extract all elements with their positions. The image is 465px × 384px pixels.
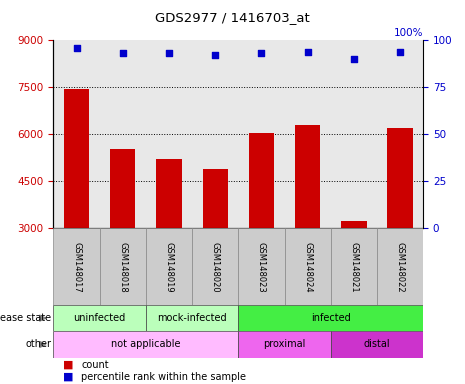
Text: other: other bbox=[25, 339, 51, 349]
Point bbox=[73, 45, 80, 51]
Bar bbox=[285, 228, 331, 305]
Point bbox=[350, 56, 358, 62]
Text: GDS2977 / 1416703_at: GDS2977 / 1416703_at bbox=[155, 11, 310, 24]
Bar bbox=[239, 331, 331, 358]
Text: count: count bbox=[81, 360, 109, 370]
Point bbox=[165, 50, 173, 56]
Bar bbox=[156, 159, 182, 228]
Text: mock-infected: mock-infected bbox=[157, 313, 227, 323]
Text: distal: distal bbox=[364, 339, 390, 349]
Point bbox=[212, 52, 219, 58]
Point bbox=[258, 50, 265, 56]
Text: infected: infected bbox=[311, 313, 351, 323]
Text: GSM148018: GSM148018 bbox=[118, 242, 127, 292]
Bar bbox=[146, 228, 192, 305]
Point bbox=[304, 48, 312, 55]
Bar bbox=[239, 305, 423, 331]
Bar bbox=[64, 89, 89, 228]
Text: 100%: 100% bbox=[394, 28, 423, 38]
Text: percentile rank within the sample: percentile rank within the sample bbox=[81, 372, 246, 382]
Text: uninfected: uninfected bbox=[73, 313, 126, 323]
Text: ■: ■ bbox=[63, 372, 73, 382]
Point bbox=[396, 48, 404, 55]
Text: disease state: disease state bbox=[0, 313, 51, 323]
Bar bbox=[341, 221, 366, 228]
Bar bbox=[202, 169, 228, 228]
Bar bbox=[387, 128, 413, 228]
Bar bbox=[239, 228, 285, 305]
Bar bbox=[377, 228, 423, 305]
Bar bbox=[146, 305, 238, 331]
Point bbox=[119, 50, 126, 56]
Text: GSM148020: GSM148020 bbox=[211, 242, 219, 292]
Bar bbox=[331, 331, 423, 358]
Text: ■: ■ bbox=[63, 360, 73, 370]
Bar bbox=[295, 125, 320, 228]
Bar bbox=[249, 133, 274, 228]
Text: GSM148023: GSM148023 bbox=[257, 242, 266, 292]
Text: GSM148021: GSM148021 bbox=[349, 242, 359, 292]
Bar bbox=[53, 331, 239, 358]
Text: proximal: proximal bbox=[263, 339, 306, 349]
Text: GSM148022: GSM148022 bbox=[396, 242, 405, 292]
Bar bbox=[192, 228, 239, 305]
Bar bbox=[53, 228, 100, 305]
Text: not applicable: not applicable bbox=[111, 339, 180, 349]
Bar bbox=[110, 149, 135, 228]
Bar bbox=[331, 228, 377, 305]
Text: GSM148024: GSM148024 bbox=[303, 242, 312, 292]
Bar bbox=[53, 305, 146, 331]
Text: GSM148017: GSM148017 bbox=[72, 242, 81, 292]
Bar bbox=[100, 228, 146, 305]
Text: GSM148019: GSM148019 bbox=[165, 242, 173, 292]
